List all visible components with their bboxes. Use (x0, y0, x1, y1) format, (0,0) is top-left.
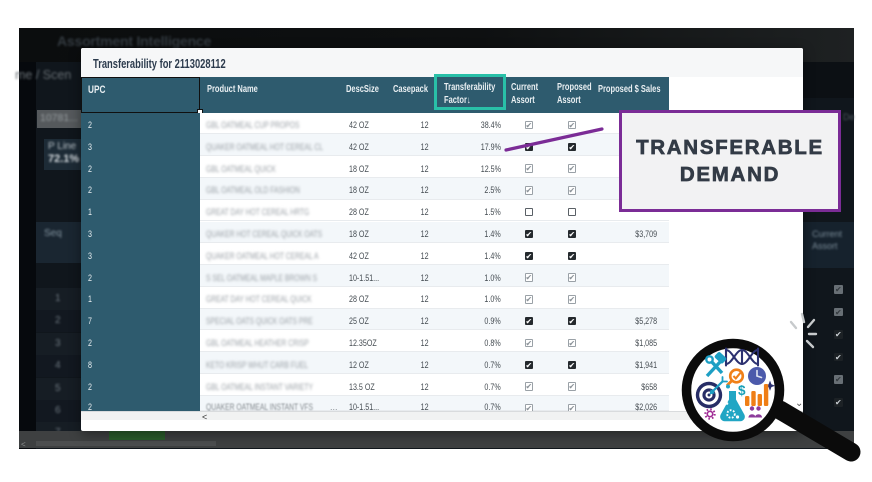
svg-text:$: $ (738, 383, 746, 398)
